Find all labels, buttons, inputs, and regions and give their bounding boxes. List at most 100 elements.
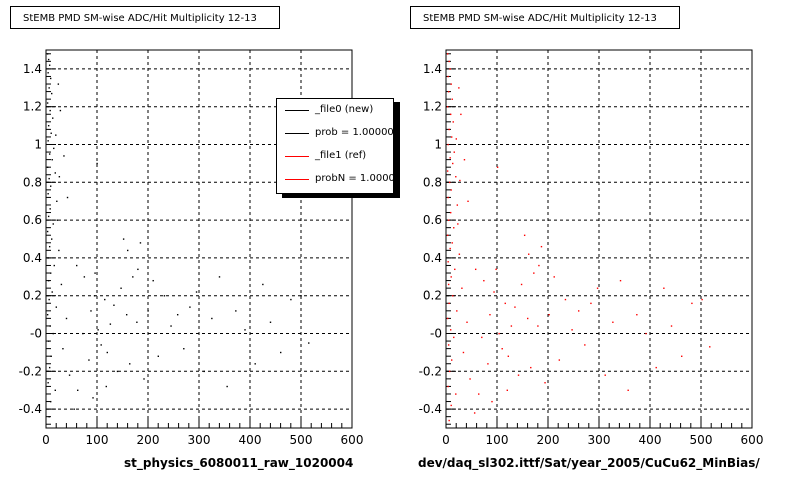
legend-line-prob [285, 133, 309, 134]
data-point [447, 143, 449, 146]
data-point [125, 314, 128, 316]
data-point [448, 128, 450, 131]
data-point [449, 68, 451, 70]
y-tick-label: -0.2 [419, 364, 442, 378]
data-point [300, 295, 302, 297]
data-point [65, 317, 68, 320]
data-point [92, 397, 94, 399]
data-point [58, 249, 60, 252]
data-point [504, 302, 506, 305]
data-point [106, 351, 108, 354]
data-point [520, 283, 523, 286]
data-point [53, 264, 55, 267]
legend-label-file1: _file1 (ref) [315, 150, 367, 161]
data-point [127, 249, 129, 252]
y-tick-label: -0.4 [419, 402, 442, 416]
data-point [447, 196, 449, 199]
y-tick-label: -0.2 [19, 364, 42, 378]
data-point [453, 227, 455, 229]
data-point [449, 157, 451, 159]
data-point [453, 151, 455, 153]
data-point [487, 363, 489, 365]
data-point [48, 366, 51, 369]
data-point [52, 223, 54, 225]
data-point [100, 344, 102, 346]
legend-entry-probn: probN = 1.000000 [277, 169, 393, 189]
data-point [447, 344, 450, 346]
data-point [451, 98, 453, 100]
data-point [507, 355, 510, 357]
y-tick-label: 0.4 [23, 251, 42, 265]
data-point [537, 325, 539, 327]
data-point [47, 215, 50, 218]
legend-line-file1 [285, 156, 309, 157]
data-point [446, 317, 449, 320]
data-point [527, 317, 529, 320]
data-point [530, 366, 532, 369]
data-point [46, 230, 49, 233]
data-point [139, 242, 142, 244]
data-point [137, 268, 139, 271]
legend: _file0 (new) prob = 1.000000 _file1 (ref… [276, 98, 394, 194]
data-point [681, 355, 683, 357]
data-point [56, 219, 59, 221]
data-point [90, 310, 92, 312]
data-point [496, 166, 499, 168]
data-point [491, 400, 493, 403]
left-chart-title: StEMB PMD SM-wise ADC/Hit Multiplicity 1… [10, 6, 280, 29]
data-point [584, 344, 586, 346]
data-point [450, 276, 452, 278]
x-tick-label: 200 [537, 433, 560, 447]
data-point [455, 138, 457, 140]
data-point [467, 200, 469, 202]
data-point [82, 332, 84, 335]
right-x-axis-title: dev/daq_sl302.ittf/Sat/year_2005/CuCu62_… [418, 456, 760, 470]
data-point [46, 166, 49, 168]
x-tick-label: 100 [86, 433, 109, 447]
data-point [451, 136, 453, 138]
data-point [48, 64, 51, 66]
data-point [46, 314, 49, 316]
data-point [449, 113, 452, 116]
data-point [235, 310, 237, 312]
data-point [254, 363, 256, 365]
data-point [459, 179, 461, 182]
data-point [132, 276, 134, 278]
data-point [76, 264, 78, 267]
data-point [448, 370, 451, 373]
data-point [548, 314, 550, 316]
y-tick-label: 0.2 [23, 289, 42, 303]
data-point [489, 314, 491, 316]
data-point [645, 332, 647, 335]
right-chart-title: StEMB PMD SM-wise ADC/Hit Multiplicity 1… [410, 6, 680, 29]
data-point [655, 366, 657, 369]
data-point [466, 321, 468, 323]
data-point [226, 385, 228, 388]
data-point [596, 287, 599, 289]
x-tick-label: 300 [588, 433, 611, 447]
left-x-axis-title: st_physics_6080011_raw_1020004 [124, 456, 354, 470]
x-tick-label: 500 [690, 433, 713, 447]
data-point [447, 283, 450, 286]
data-point [157, 355, 159, 357]
data-point [483, 279, 485, 282]
data-point [163, 295, 166, 297]
data-point [83, 276, 86, 278]
data-point [458, 87, 460, 89]
data-point [495, 268, 497, 271]
data-point [564, 298, 567, 301]
y-tick-label: 0.8 [423, 175, 442, 189]
data-point [56, 200, 58, 202]
left-scatter-plot: 0 100 200 300 400 500 600 -0.4 -0.2 -0 0.2 0.4 0.6 0.… [19, 49, 363, 447]
x-tick-label: 300 [188, 433, 211, 447]
data-point [460, 113, 462, 116]
data-point [446, 106, 449, 108]
data-point [455, 393, 457, 395]
data-point [453, 336, 455, 339]
data-point [308, 342, 310, 344]
data-point [533, 272, 535, 274]
data-point [612, 321, 614, 323]
data-point [619, 279, 622, 282]
data-point [454, 268, 456, 271]
data-point [498, 332, 500, 335]
